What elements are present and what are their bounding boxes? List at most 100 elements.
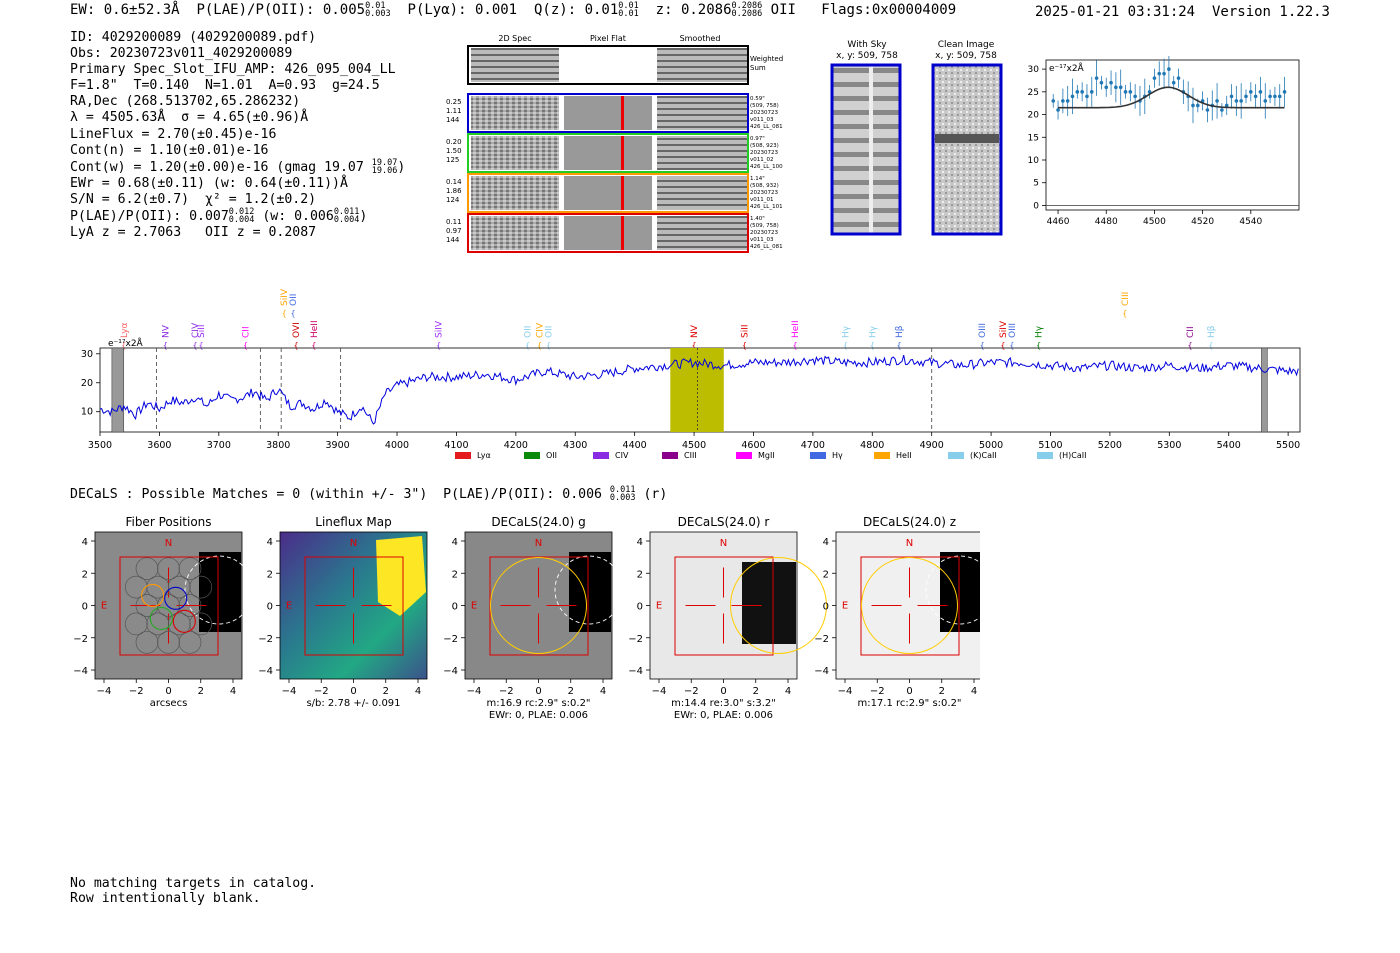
panel-ytick-label: 0: [267, 602, 273, 613]
panel-xlabel: m:17.1 rc:2.9" s:0.2": [857, 698, 961, 709]
panel-xtick-label: −2: [499, 686, 514, 697]
panel-ytick-label: 0: [452, 602, 458, 613]
clean-image-source-row: [935, 134, 999, 143]
emission-line-bracket: {: [291, 309, 296, 318]
emission-line-label: HeII: [310, 320, 320, 338]
emission-line-bracket: {: [1036, 341, 1041, 350]
spectrum-masked-band: [111, 347, 125, 433]
panel-5: DECaLS(24.0) z N E −4 −2 0 2 4 4 2 0 −2 −4 m:17.1 rc:…: [814, 515, 980, 709]
panel-xtick-label: 0: [720, 686, 726, 697]
cutout-row-4-smoothed: [657, 216, 747, 250]
emission-line-label: SiIV: [280, 288, 290, 306]
panel-xlabel: arcsecs: [150, 698, 188, 709]
panel-ytick-label: 0: [82, 602, 88, 613]
panel-ytick-label: −2: [73, 634, 88, 645]
cutout-row-4-2d: [471, 216, 559, 250]
panel-xtick-label: 0: [350, 686, 356, 697]
cutout-row-3-flat: [564, 176, 652, 210]
panel-ytick-label: 2: [823, 569, 829, 580]
header-summary: EW: 0.6±52.3Å P(LAE)/P(OII): 0.005 0.01 0.…: [70, 2, 956, 19]
cutout-row-3-2d: [471, 176, 559, 210]
fiber-circle: [124, 575, 148, 599]
spectrum-xtick-label: 5100: [1038, 440, 1062, 451]
fit-data-point: [1070, 94, 1075, 99]
panel-ytick-label: −2: [628, 634, 643, 645]
panel-xlabel: m:16.9 rc:2.9" s:0.2": [486, 698, 590, 709]
panel-4: DECaLS(24.0) r N E −4 −2 0 2 4 4 2 0 −2 −4 m:14.4 re:…: [628, 515, 827, 721]
source-blob: [742, 562, 796, 644]
col-pixel-flat: Pixel Flat: [590, 34, 626, 43]
fit-data-point: [1253, 94, 1258, 99]
cutout-row-2-2d: [471, 136, 559, 170]
emission-line-bracket: {: [525, 341, 530, 350]
panel-xtick-label: 4: [600, 686, 606, 697]
fit-data-point: [1205, 108, 1210, 112]
emission-line-bracket: {: [1188, 341, 1193, 350]
cutout-row-1-flat-line: [621, 96, 624, 130]
source-blob: [940, 552, 980, 632]
fit-ytick-label: 5: [1033, 179, 1039, 189]
fit-data-point: [1109, 80, 1113, 85]
panel-ytick-label: 0: [637, 602, 643, 613]
lineflux-bright-region: [376, 536, 426, 616]
fit-ytick-label: 10: [1028, 156, 1040, 166]
cutout-row-3-v3: 124: [446, 196, 460, 204]
with-sky-label: With Sky: [847, 40, 887, 50]
fit-data-point: [1167, 67, 1171, 71]
legend-swatch: [810, 452, 826, 459]
fit-data-point: [1162, 71, 1166, 76]
fit-data-point: [1157, 71, 1162, 76]
info-lya-z: LyA z = 2.7063 OII z = 0.2087: [70, 225, 317, 241]
cutout-row-3-v1: 0.14: [446, 178, 462, 186]
east-label: E: [842, 601, 848, 612]
emission-line-label: OVI: [292, 322, 302, 338]
east-label: E: [286, 601, 292, 612]
legend-label: OII: [546, 451, 557, 460]
emission-line-label: OII: [289, 294, 299, 306]
fit-plot: e⁻¹⁷x2Å 4460 4480 4500 4520 4540 0 5 10 15 20 25 30: [1028, 56, 1300, 227]
panel-ytick-label: −2: [443, 634, 458, 645]
spectrum-xtick-label: 3900: [326, 440, 350, 451]
panel-xtick-label: 2: [383, 686, 389, 697]
cutout-row-1-v3: 144: [446, 116, 460, 124]
cutout-row-2-v3: 125: [446, 156, 459, 164]
weighted-label: Weighted: [750, 55, 783, 63]
fiber-circle: [167, 612, 191, 636]
fit-data-point: [1094, 76, 1099, 80]
emission-line-label: Hγ: [868, 325, 878, 338]
plya-value: 0.001: [474, 2, 518, 18]
cutout-row-3-s4: v011_01: [750, 197, 774, 203]
fiber-circle: [135, 630, 159, 654]
panel-ytick-label: −4: [73, 666, 88, 677]
fiber-circle: [146, 575, 170, 599]
panel-xtick-label: 4: [785, 686, 791, 697]
decals-summary: DECaLS : Possible Matches = 0 (within +/…: [70, 485, 668, 503]
emission-line-bracket: {: [843, 341, 848, 350]
fit-curve: [1058, 86, 1285, 109]
emission-line-label: CII: [242, 326, 252, 338]
spectrum-xtick-label: 3500: [88, 440, 112, 451]
spectrum-plot: Lyα{NV{SiII{CIV{CII{OVI{HeII{SiIV{OII{CI…: [81, 288, 1301, 460]
panel-ytick-label: 2: [452, 569, 458, 580]
emission-line-label: CIV: [191, 322, 201, 338]
info-lineflux: LineFlux = 2.70(±0.45)e-16: [70, 126, 277, 142]
emission-line-bracket: {: [692, 341, 697, 350]
emission-line-label: OII: [524, 326, 534, 338]
info-fwhm: F=1.8" T=0.140 N=1.01 A=0.93 g=24.5: [70, 78, 380, 94]
panel-title: DECaLS(24.0) z: [863, 515, 956, 529]
fit-plot-unit: e⁻¹⁷x2Å: [1049, 62, 1085, 74]
plya-label: P(Lyα):: [407, 2, 467, 18]
panel-xtick-label: 0: [165, 686, 171, 697]
legend-label: CIV: [615, 451, 629, 460]
cutout-row-1-s1: 0.59": [750, 96, 765, 102]
panel-xtick-label: 0: [535, 686, 541, 697]
east-label: E: [471, 601, 477, 612]
fit-ytick-label: 25: [1028, 88, 1039, 98]
ew-value: 0.6±52.3Å: [103, 2, 180, 18]
fit-ytick-label: 20: [1028, 111, 1040, 121]
info-sn: S/N = 6.2(±0.7) χ² = 1.2(±0.2): [70, 191, 317, 207]
panel-ytick-label: −4: [258, 666, 273, 677]
emission-line-bracket: {: [198, 341, 203, 350]
panel-title: Lineflux Map: [315, 515, 391, 529]
with-sky-image: [830, 63, 902, 236]
